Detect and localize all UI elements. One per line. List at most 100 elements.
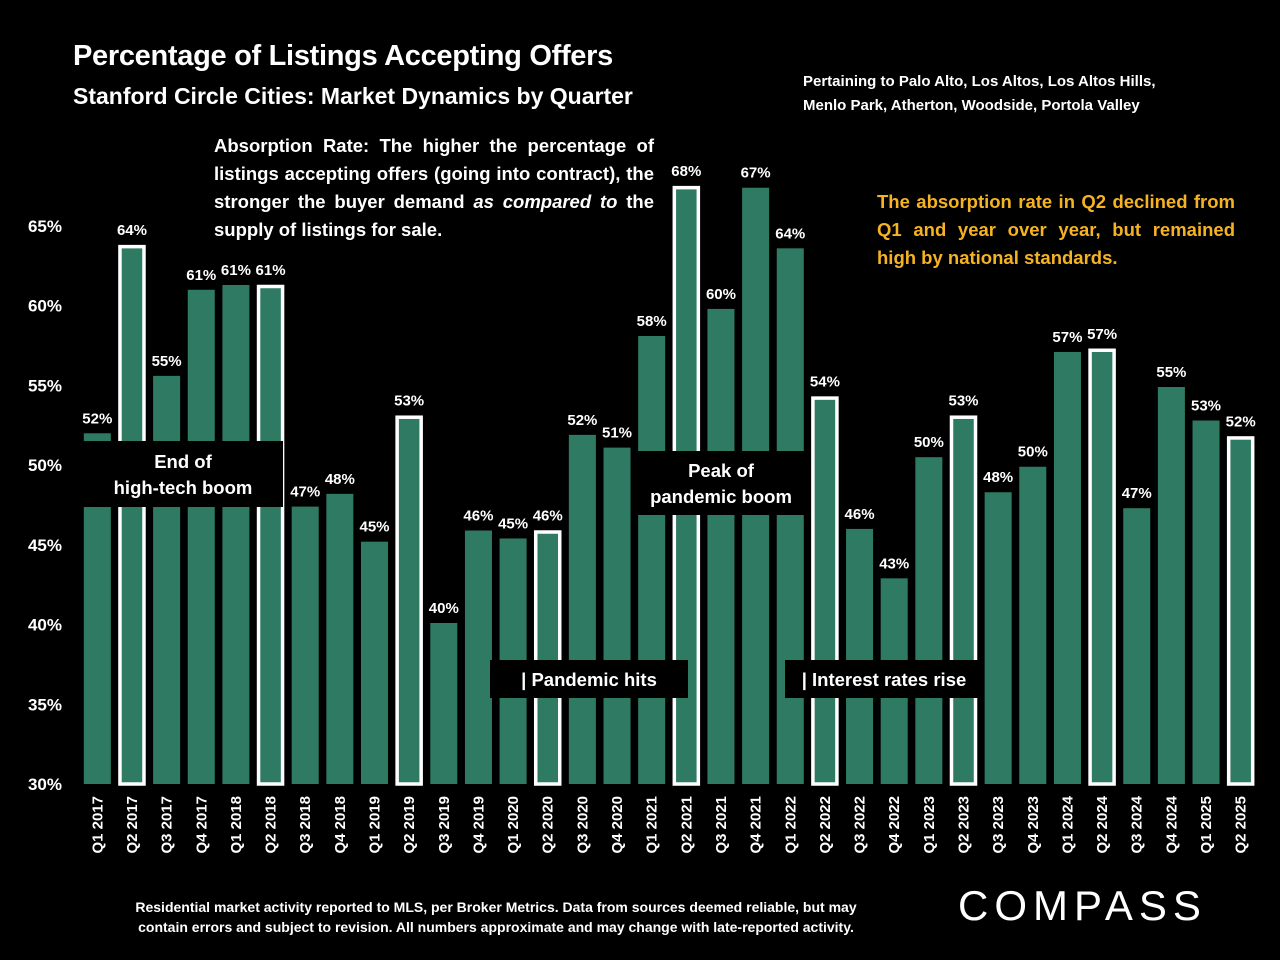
x-tick-label: Q3 2023 xyxy=(990,796,1007,854)
chart-subtitle: Stanford Circle Cities: Market Dynamics … xyxy=(73,83,633,109)
absorption-text-italic: as compared to xyxy=(473,191,618,212)
x-tick-label: Q1 2017 xyxy=(89,796,106,854)
cities-note: Pertaining to Palo Alto, Los Altos, Los … xyxy=(803,73,1156,114)
x-axis-labels: Q1 2017 Q2 2017 Q3 2017 Q4 2017 Q1 2018 Q2 20… xyxy=(89,795,1249,853)
bar xyxy=(603,447,631,784)
value-labels: 52% 64% 55% 61% 61% 61% 47% 48% 45% 53% 40% 46% 45% 4… xyxy=(82,163,1255,617)
x-tick-label: Q2 2019 xyxy=(401,796,418,854)
bar xyxy=(846,528,874,784)
x-tick-label: Q1 2023 xyxy=(921,796,938,854)
value-label: 64% xyxy=(117,222,147,239)
annotations: End of high-tech boom | Pandemic hits Peak … xyxy=(83,441,983,698)
value-label: 46% xyxy=(845,506,875,523)
bar xyxy=(949,415,978,786)
x-tick-label: Q1 2022 xyxy=(782,796,799,854)
bar xyxy=(360,541,389,784)
annotation-text: End of xyxy=(154,451,212,472)
value-label: 60% xyxy=(706,286,736,303)
value-label: 57% xyxy=(1087,326,1117,343)
y-tick-label: 45% xyxy=(28,536,62,555)
x-tick-label: Q4 2023 xyxy=(1025,796,1042,854)
bar xyxy=(430,622,458,784)
bar xyxy=(153,375,181,784)
bar xyxy=(1088,348,1116,786)
value-label: 45% xyxy=(359,519,389,536)
value-label: 52% xyxy=(567,412,597,429)
annotation-box xyxy=(637,451,805,515)
bar xyxy=(811,396,839,786)
value-label: 52% xyxy=(82,410,112,427)
annotation-box xyxy=(83,441,283,507)
bar xyxy=(638,336,666,784)
y-tick-label: 50% xyxy=(28,456,62,475)
annotation-text: high-tech boom xyxy=(114,477,253,498)
bar xyxy=(984,492,1012,784)
annotation-text: Peak of xyxy=(688,460,755,481)
x-tick-label: Q3 2018 xyxy=(297,796,314,854)
bar xyxy=(707,308,735,784)
absorption-text-part1: Absorption Rate: The higher the percenta… xyxy=(214,135,654,212)
value-label: 68% xyxy=(671,163,701,180)
annotation-box xyxy=(490,660,688,698)
x-tick-label: Q2 2021 xyxy=(678,796,695,854)
bar xyxy=(118,244,146,786)
bar xyxy=(291,506,319,784)
x-tick-label: Q1 2024 xyxy=(1059,795,1076,853)
value-label: 46% xyxy=(533,508,563,525)
x-tick-label: Q2 2022 xyxy=(817,796,834,854)
x-tick-label: Q4 2019 xyxy=(470,796,487,854)
value-label: 50% xyxy=(1018,444,1048,461)
value-label: 58% xyxy=(637,313,667,330)
y-tick-label: 30% xyxy=(28,775,62,794)
x-tick-label: Q3 2022 xyxy=(852,796,869,854)
bar xyxy=(915,457,943,784)
x-tick-label: Q2 2025 xyxy=(1233,796,1250,854)
value-label: 43% xyxy=(879,555,909,572)
x-tick-label: Q4 2024 xyxy=(1163,795,1180,853)
bar xyxy=(1157,387,1185,784)
y-tick-label: 55% xyxy=(28,376,62,395)
x-tick-label: Q1 2020 xyxy=(505,796,522,854)
value-label: 48% xyxy=(325,471,355,488)
value-label: 67% xyxy=(741,165,771,182)
x-tick-label: Q1 2019 xyxy=(367,796,384,854)
bar xyxy=(1019,466,1047,784)
value-label: 61% xyxy=(186,267,216,284)
value-label: 53% xyxy=(948,393,978,410)
x-tick-label: Q3 2020 xyxy=(574,796,591,854)
value-label: 40% xyxy=(429,600,459,617)
absorption-note: Absorption Rate: The higher the percenta… xyxy=(214,132,654,244)
bar xyxy=(1053,351,1081,784)
x-tick-label: Q2 2023 xyxy=(956,796,973,854)
value-label: 52% xyxy=(1226,413,1256,430)
bar xyxy=(568,434,596,784)
x-tick-label: Q1 2018 xyxy=(228,796,245,854)
value-label: 53% xyxy=(1191,398,1221,415)
x-tick-label: Q1 2021 xyxy=(644,796,661,854)
footnote: Residential market activity reported to … xyxy=(135,899,857,935)
x-tick-label: Q2 2020 xyxy=(540,796,557,854)
value-label: 51% xyxy=(602,425,632,442)
value-label: 47% xyxy=(1122,485,1152,502)
value-label: 55% xyxy=(1156,364,1186,381)
x-tick-label: Q2 2017 xyxy=(124,796,141,854)
bar xyxy=(326,493,354,784)
x-tick-label: Q4 2022 xyxy=(886,796,903,854)
bar xyxy=(395,415,423,786)
x-tick-label: Q3 2019 xyxy=(436,796,453,854)
bar xyxy=(776,248,804,784)
bar xyxy=(1123,508,1151,784)
annotation-box xyxy=(785,660,983,698)
value-label: 47% xyxy=(290,484,320,501)
x-tick-label: Q3 2017 xyxy=(159,796,176,854)
compass-logo: COMPASS xyxy=(958,882,1207,929)
value-label: 45% xyxy=(498,515,528,532)
bar xyxy=(1192,420,1220,784)
value-label: 55% xyxy=(152,353,182,370)
x-tick-label: Q4 2021 xyxy=(748,796,765,854)
annotation-text: | Interest rates rise xyxy=(802,669,967,690)
x-tick-label: Q4 2018 xyxy=(332,796,349,854)
x-tick-label: Q3 2021 xyxy=(713,796,730,854)
chart-title: Percentage of Listings Accepting Offers xyxy=(73,40,613,72)
y-tick-label: 60% xyxy=(28,297,62,316)
